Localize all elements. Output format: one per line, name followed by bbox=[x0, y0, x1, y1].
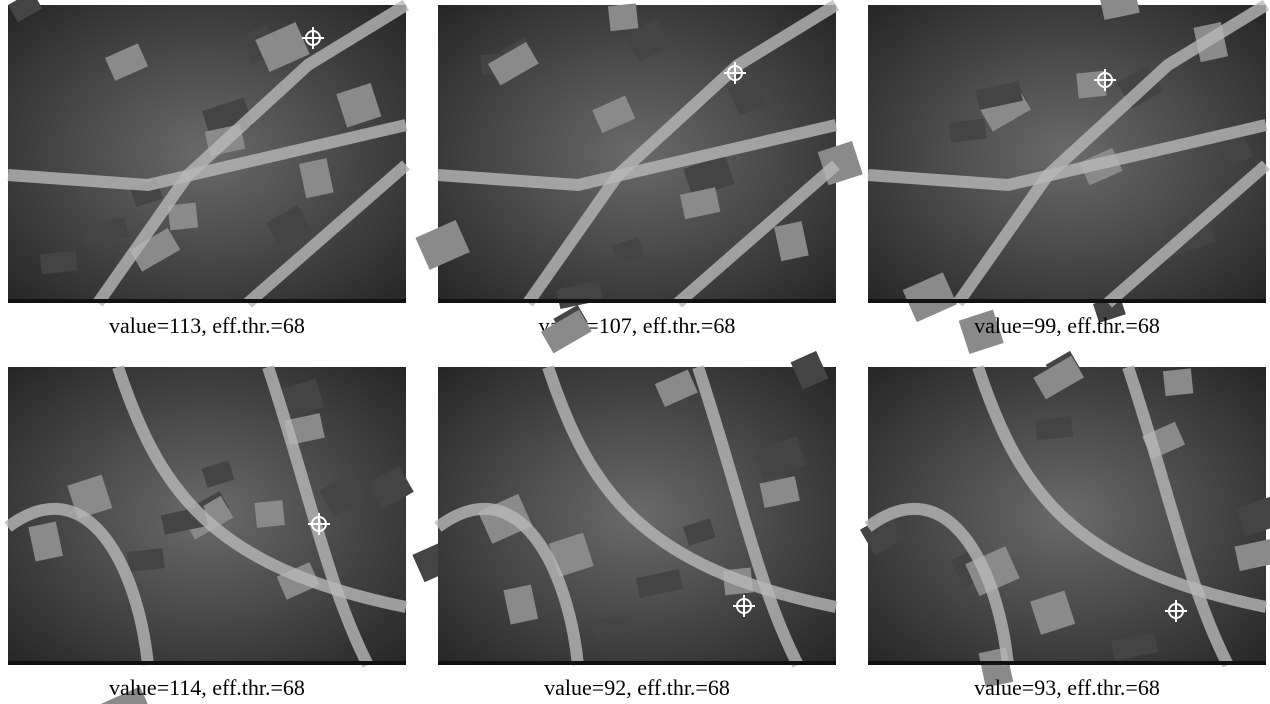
image-border-bottom bbox=[438, 661, 836, 665]
image-border-bottom bbox=[8, 661, 406, 665]
building bbox=[1163, 368, 1193, 396]
building bbox=[254, 500, 284, 528]
panel-caption: value=99, eff.thr.=68 bbox=[974, 313, 1160, 338]
building bbox=[1035, 416, 1073, 440]
figure: value=113, eff.thr.=68value=107, eff.thr… bbox=[0, 0, 1270, 704]
image-border-bottom bbox=[868, 661, 1266, 665]
building bbox=[40, 251, 78, 275]
panel-caption: value=114, eff.thr.=68 bbox=[109, 675, 305, 700]
building bbox=[127, 548, 165, 572]
image-panel bbox=[860, 351, 1270, 688]
image-panel bbox=[8, 0, 406, 303]
panel-caption: value=92, eff.thr.=68 bbox=[544, 675, 730, 700]
building bbox=[608, 3, 638, 31]
panel-caption: value=93, eff.thr.=68 bbox=[974, 675, 1160, 700]
building bbox=[948, 119, 986, 143]
image-panel bbox=[868, 0, 1266, 354]
image-panel bbox=[368, 305, 836, 665]
building bbox=[1076, 71, 1106, 99]
image-border-bottom bbox=[868, 299, 1266, 303]
figure-page: value=113, eff.thr.=68value=107, eff.thr… bbox=[0, 0, 1270, 704]
image-border-bottom bbox=[438, 299, 836, 303]
image-panel bbox=[415, 3, 862, 309]
panel-caption: value=113, eff.thr.=68 bbox=[109, 313, 305, 338]
image-border-bottom bbox=[8, 299, 406, 303]
image-panel bbox=[8, 367, 450, 704]
building bbox=[595, 616, 633, 640]
